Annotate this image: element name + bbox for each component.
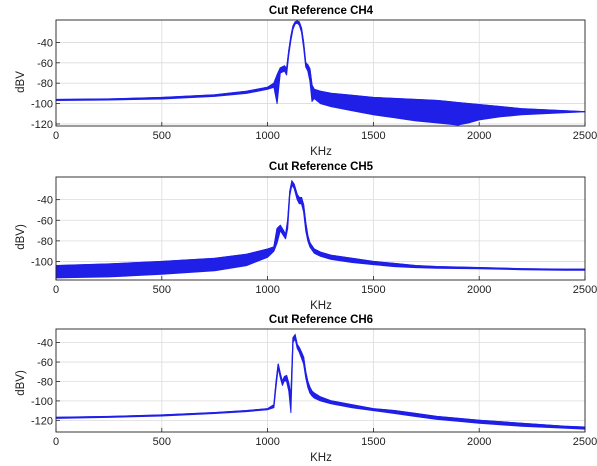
xlabel-ch5: KHz	[310, 300, 332, 312]
y-tick-label: -100	[31, 256, 53, 268]
x-tick-label: 0	[53, 436, 59, 448]
y-tick-label: -80	[37, 236, 53, 248]
series-band	[55, 180, 586, 279]
x-tick-label: 500	[153, 284, 171, 296]
y-tick-label: -60	[37, 215, 53, 227]
y-tick-label: -40	[37, 338, 53, 350]
axes-frame	[55, 19, 586, 127]
title-ch5: Cut Reference CH5	[269, 161, 374, 173]
ylabel-ch5: dBV)	[15, 224, 27, 250]
title-ch4: Cut Reference CH4	[269, 5, 374, 17]
y-tick-label: -60	[37, 357, 53, 369]
x-tick-label: 0	[53, 284, 59, 296]
ylabel-ch6: dBV)	[15, 370, 27, 396]
x-tick-label: 2500	[573, 284, 597, 296]
x-tick-label: 1500	[361, 436, 385, 448]
series-line	[55, 333, 586, 428]
xlabel-ch6: KHz	[310, 452, 332, 464]
x-tick-label: 2000	[467, 284, 491, 296]
panel-ch6: Cut Reference CH6 dBV) KHz 0 500 1000 1500 2…	[15, 314, 597, 464]
series-band	[55, 334, 586, 430]
series-band	[55, 20, 586, 126]
x-tick-label: 500	[153, 130, 171, 142]
x-tick-label: 2000	[467, 130, 491, 142]
y-tick-label: -80	[37, 78, 53, 90]
panel-ch5: Cut Reference CH5 dBV) KHz 0 500 1000 1500 2…	[15, 161, 597, 312]
x-tick-label: 1000	[255, 130, 279, 142]
y-tick-label: -40	[37, 37, 53, 49]
ylabel-ch4: dBV	[15, 71, 27, 93]
y-tick-label: -120	[31, 119, 53, 131]
y-tick-label: -80	[37, 376, 53, 388]
x-tick-label: 1500	[361, 284, 385, 296]
title-ch6: Cut Reference CH6	[269, 314, 373, 326]
y-tick-label: -100	[31, 396, 53, 408]
plot-area-ch6: 0 500 1000 1500 2000 2500 -40 -60 -80 -100 -120	[31, 328, 597, 448]
y-tick-label: -120	[31, 415, 53, 427]
plot-area-ch5: 0 500 1000 1500 2000 2500 -40 -60 -80 -100	[31, 176, 597, 296]
panel-ch4: Cut Reference CH4 dBV KHz 0 500 1000 1500 20…	[15, 5, 597, 158]
x-tick-label: 2500	[573, 436, 597, 448]
axes-frame	[55, 328, 586, 433]
x-tick-label: 2500	[573, 130, 597, 142]
y-tick-label: -40	[37, 195, 53, 207]
y-tick-label: -100	[31, 99, 53, 111]
xlabel-ch4: KHz	[310, 146, 332, 158]
axes-frame	[55, 176, 586, 281]
x-tick-label: 1500	[361, 130, 385, 142]
x-tick-label: 500	[153, 436, 171, 448]
series-line	[55, 179, 585, 270]
x-tick-label: 2000	[467, 436, 491, 448]
x-tick-label: 1000	[255, 284, 279, 296]
x-tick-label: 1000	[255, 436, 279, 448]
plot-area-ch4: 0 500 1000 1500 2000 2500 -40 -60 -80 -100 -120	[31, 19, 597, 142]
y-tick-label: -60	[37, 58, 53, 70]
x-tick-label: 0	[53, 130, 59, 142]
series-line	[55, 20, 586, 113]
